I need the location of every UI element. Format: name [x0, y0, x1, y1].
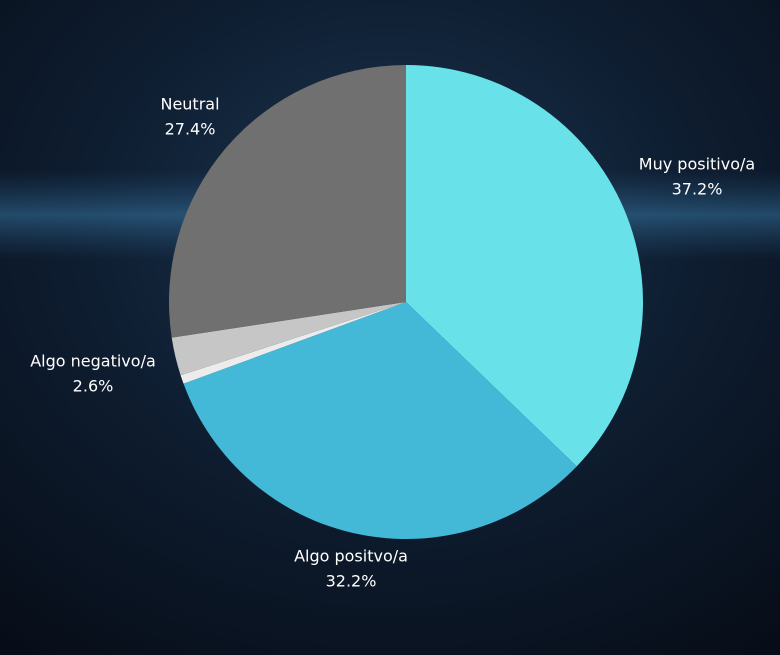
pie-slice [180, 302, 406, 384]
slice-value-label: 2.6% [73, 377, 114, 396]
pie-slice [171, 302, 406, 376]
slice-label: Muy positivo/a [639, 155, 755, 174]
slice-value-label: 27.4% [165, 120, 216, 139]
slice-label: Algo positvo/a [294, 547, 408, 566]
pie-slice [183, 302, 577, 539]
slice-label: Neutral [160, 95, 219, 114]
slice-value-label: 32.2% [326, 572, 377, 591]
slice-label: Algo negativo/a [30, 352, 156, 371]
pie [168, 65, 643, 539]
labels: Muy positivo/a 37.2% Algo positvo/a 32.2% Al… [30, 95, 755, 591]
pie-slice [168, 65, 406, 338]
slice-value-label: 37.2% [672, 180, 723, 199]
pie-slice [406, 65, 643, 467]
